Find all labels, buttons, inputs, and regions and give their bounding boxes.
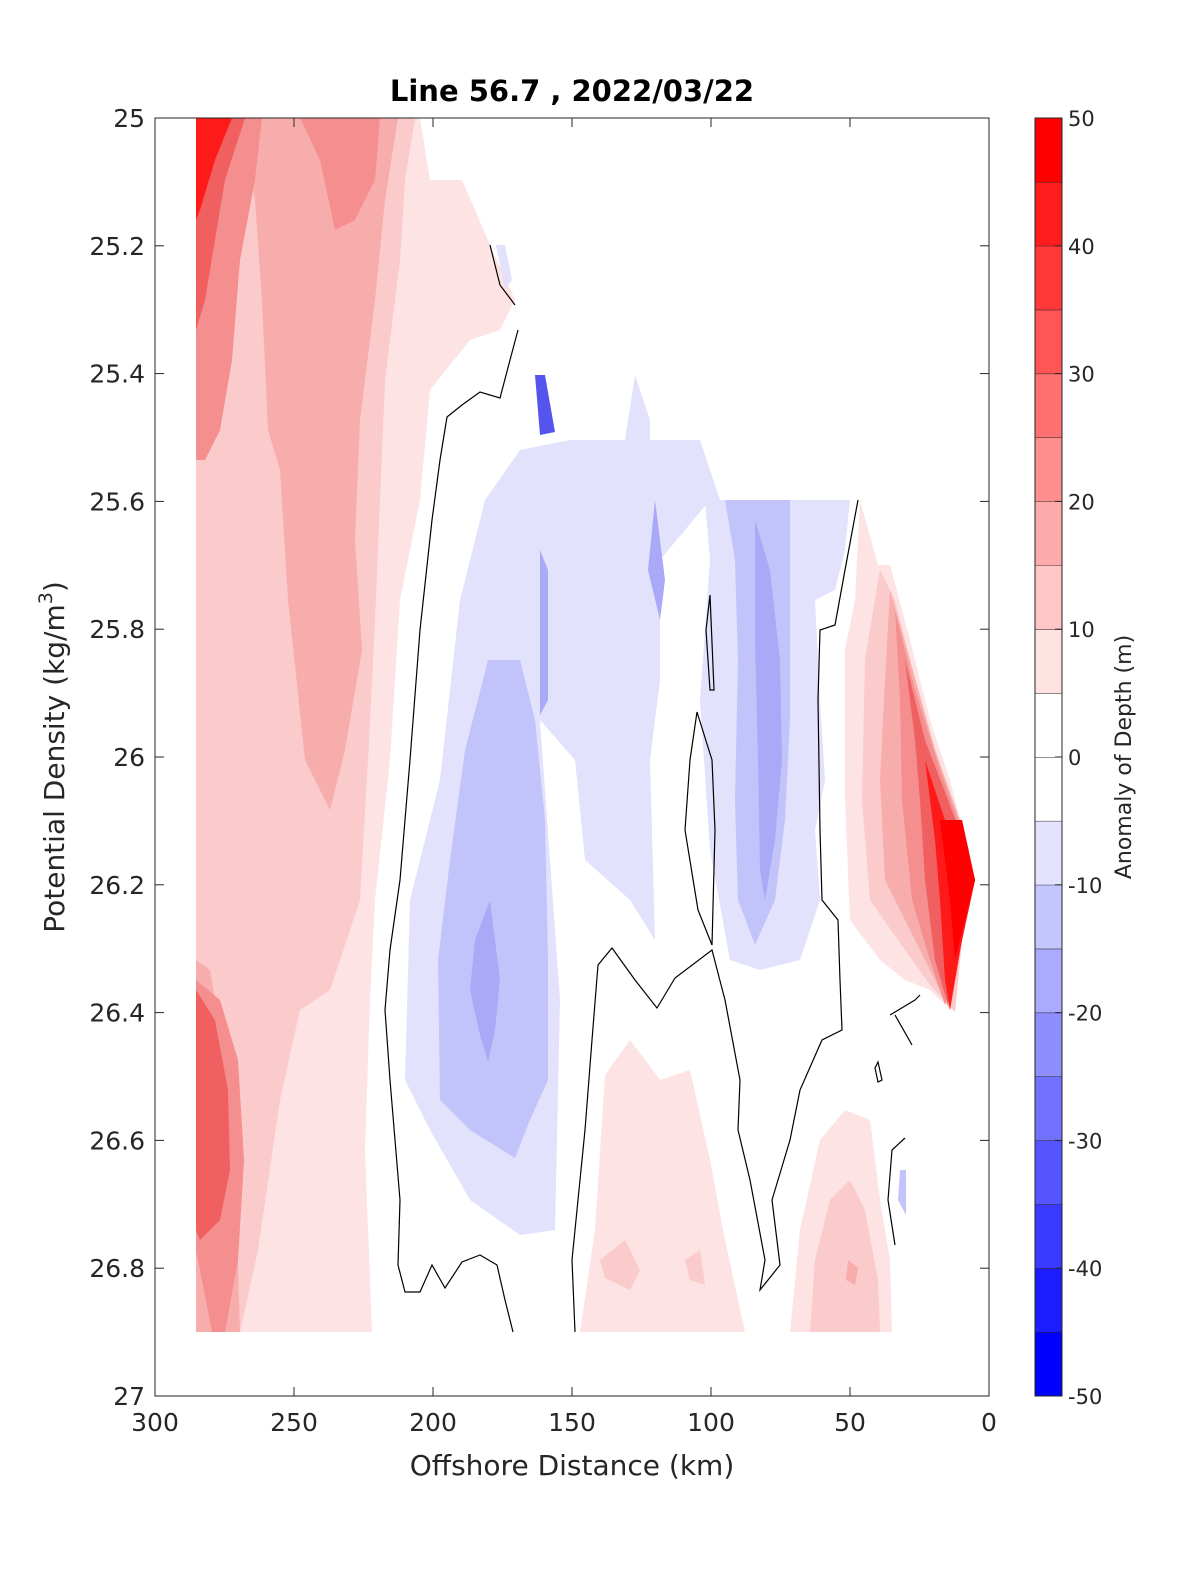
y-tick-label-4: 25.8: [89, 615, 145, 644]
colorbar-tick-label-6: -10: [1068, 874, 1102, 898]
colorbar-swatch--50: [1035, 1332, 1062, 1396]
colorbar-tick-label-10: -50: [1068, 1385, 1102, 1409]
positive-anomaly-region-near-50: [940, 820, 975, 960]
colorbar-tick-label-1: 40: [1068, 235, 1095, 259]
colorbar-swatch--25: [1035, 1012, 1062, 1077]
x-tick-label-0: 300: [131, 1408, 179, 1437]
y-tick-label-5: 26: [113, 743, 145, 772]
x-tick-labels: 300 250 200 150 100 50 0: [131, 1408, 997, 1437]
colorbar-swatch--40: [1035, 1204, 1062, 1269]
zero-contour-4: [684, 711, 716, 946]
colorbar-swatch-45: [1035, 118, 1062, 182]
y-tick-label-10: 27: [113, 1382, 145, 1411]
colorbar-ticks: 50 40 30 20 10 0 -10 -20 -30 -40 -50: [1055, 107, 1102, 1409]
colorbar-tick-label-2: 30: [1068, 363, 1095, 387]
colorbar-label: Anomaly of Depth (m): [1112, 635, 1137, 879]
colorbar-swatch--45: [1035, 1268, 1062, 1333]
x-tick-label-5: 50: [834, 1408, 866, 1437]
zero-contour-2: [571, 499, 859, 1333]
negative-anomaly-spot-1: [535, 375, 555, 435]
y-axis-label: Potential Density (kg/m3): [35, 581, 71, 933]
y-tick-label-1: 25.2: [89, 232, 145, 261]
colorbar-tick-label-9: -40: [1068, 1257, 1102, 1281]
contour-fills: [196, 118, 975, 1332]
positive-anomaly-region-deep-10: [810, 1180, 880, 1332]
colorbar-swatch-15: [1035, 501, 1062, 566]
positive-anomaly-region-30: [196, 118, 245, 1240]
chart-title: Line 56.7 , 2022/03/22: [390, 74, 754, 108]
positive-anomaly-region-deep-5: [580, 1040, 892, 1332]
zero-contours: [384, 244, 921, 1333]
negative-anomaly-spot-4: [625, 375, 650, 440]
negative-anomaly-spot-5: [496, 245, 512, 290]
colorbar-swatch-20: [1035, 437, 1062, 502]
positive-anomaly-region-40: [196, 118, 232, 220]
x-tick-label-3: 150: [548, 1408, 596, 1437]
negative-anomaly-spot-6: [898, 1170, 906, 1215]
colorbar-tick-label-8: -30: [1068, 1129, 1102, 1153]
x-tick-label-1: 250: [270, 1408, 318, 1437]
positive-anomaly-region-15: [196, 118, 398, 1332]
negative-anomaly-spot-2: [648, 500, 665, 620]
colorbar: 50 40 30 20 10 0 -10 -20 -30 -40 -50 Anomaly of De…: [1034, 107, 1137, 1409]
colorbar-swatch-5: [1035, 629, 1062, 694]
y-tick-label-2: 25.4: [89, 360, 145, 389]
colorbar-tick-label-5: 0: [1068, 746, 1081, 770]
x-tick-label-6: 0: [981, 1408, 997, 1437]
colorbar-swatch--5: [1035, 757, 1062, 821]
y-axis-label-tail: ): [38, 581, 71, 592]
colorbar-tick-label-4: 10: [1068, 618, 1095, 642]
x-axis-label: Offshore Distance (km): [410, 1449, 735, 1482]
colorbar-swatch-10: [1035, 565, 1062, 630]
colorbar-swatch-40: [1035, 181, 1062, 246]
y-tick-label-7: 26.4: [89, 999, 145, 1028]
zero-contour-3: [705, 594, 715, 691]
colorbar-swatch-35: [1035, 245, 1062, 310]
colorbar-tick-label-7: -20: [1068, 1002, 1102, 1026]
negative-anomaly-region-10: [438, 660, 548, 1158]
y-tick-label-9: 26.8: [89, 1254, 145, 1283]
zero-contour-5: [889, 994, 921, 1046]
positive-anomaly-spot-deep: [846, 1260, 858, 1285]
y-axis-label-superscript: 3: [35, 592, 57, 604]
x-tick-label-2: 200: [409, 1408, 457, 1437]
colorbar-swatch--30: [1035, 1076, 1062, 1141]
colorbar-swatches: [1035, 117, 1062, 1396]
zero-contour-1: [384, 244, 519, 1333]
colorbar-tick-label-0: 50: [1068, 107, 1095, 131]
zero-contour-6: [874, 1060, 883, 1083]
y-tick-label-6: 26.2: [89, 871, 145, 900]
colorbar-swatch-25: [1035, 373, 1062, 438]
negative-anomaly-region-near-15: [755, 520, 782, 900]
colorbar-swatch--20: [1035, 948, 1062, 1013]
y-tick-label-0: 25: [113, 104, 145, 133]
plot-frame: [154, 117, 990, 1397]
colorbar-swatch--35: [1035, 1140, 1062, 1205]
negative-anomaly-region-15: [470, 900, 500, 1062]
y-tick-labels: 25 25.2 25.4 25.6 25.8 26 26.2 26.4 26.6 26.8 27: [89, 104, 145, 1411]
zero-contour-7: [887, 1137, 906, 1246]
colorbar-swatch-0: [1035, 693, 1062, 757]
plot-area: [154, 117, 990, 1397]
x-tick-label-4: 100: [687, 1408, 735, 1437]
colorbar-tick-label-3: 20: [1068, 490, 1095, 514]
colorbar-swatch-30: [1035, 309, 1062, 374]
y-axis-label-main: Potential Density (kg/m: [38, 604, 71, 933]
y-tick-label-3: 25.6: [89, 487, 145, 516]
negative-anomaly-spot-3: [540, 550, 548, 715]
colorbar-swatch--10: [1035, 820, 1062, 885]
positive-anomaly-spot-deep-2: [600, 1240, 705, 1290]
y-tick-label-8: 26.6: [89, 1126, 145, 1155]
colorbar-swatch--15: [1035, 884, 1062, 949]
